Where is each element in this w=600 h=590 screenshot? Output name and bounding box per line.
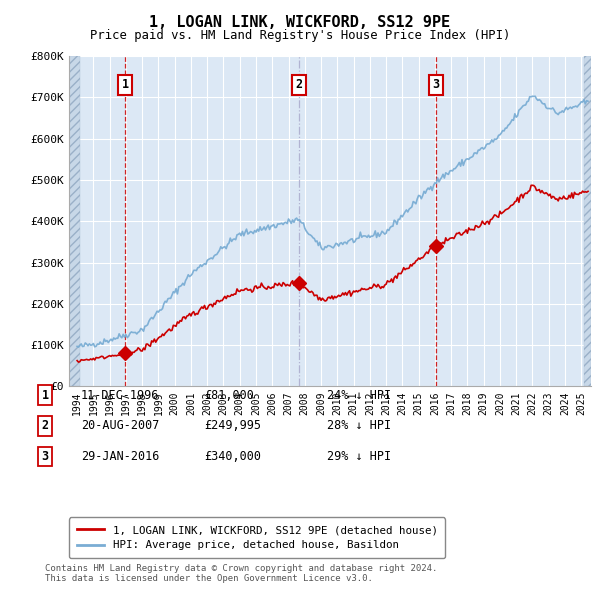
- Legend: 1, LOGAN LINK, WICKFORD, SS12 9PE (detached house), HPI: Average price, detached: 1, LOGAN LINK, WICKFORD, SS12 9PE (detac…: [69, 517, 445, 558]
- Text: 24% ↓ HPI: 24% ↓ HPI: [327, 389, 391, 402]
- Text: 29% ↓ HPI: 29% ↓ HPI: [327, 450, 391, 463]
- Text: 3: 3: [433, 78, 440, 91]
- Text: 2: 2: [295, 78, 302, 91]
- Text: Price paid vs. HM Land Registry's House Price Index (HPI): Price paid vs. HM Land Registry's House …: [90, 30, 510, 42]
- Bar: [584, 56, 591, 386]
- Text: 11-DEC-1996: 11-DEC-1996: [81, 389, 160, 402]
- Text: £249,995: £249,995: [204, 419, 261, 432]
- Text: 20-AUG-2007: 20-AUG-2007: [81, 419, 160, 432]
- Text: £81,000: £81,000: [204, 389, 254, 402]
- Text: 1: 1: [41, 389, 49, 402]
- Text: 1, LOGAN LINK, WICKFORD, SS12 9PE: 1, LOGAN LINK, WICKFORD, SS12 9PE: [149, 15, 451, 30]
- Text: Contains HM Land Registry data © Crown copyright and database right 2024.
This d: Contains HM Land Registry data © Crown c…: [45, 563, 437, 583]
- Text: £340,000: £340,000: [204, 450, 261, 463]
- Text: 1: 1: [121, 78, 128, 91]
- Text: 29-JAN-2016: 29-JAN-2016: [81, 450, 160, 463]
- Text: 28% ↓ HPI: 28% ↓ HPI: [327, 419, 391, 432]
- Text: 3: 3: [41, 450, 49, 463]
- Bar: [69, 56, 80, 386]
- Bar: [584, 56, 591, 386]
- Bar: [69, 56, 80, 386]
- Text: 2: 2: [41, 419, 49, 432]
